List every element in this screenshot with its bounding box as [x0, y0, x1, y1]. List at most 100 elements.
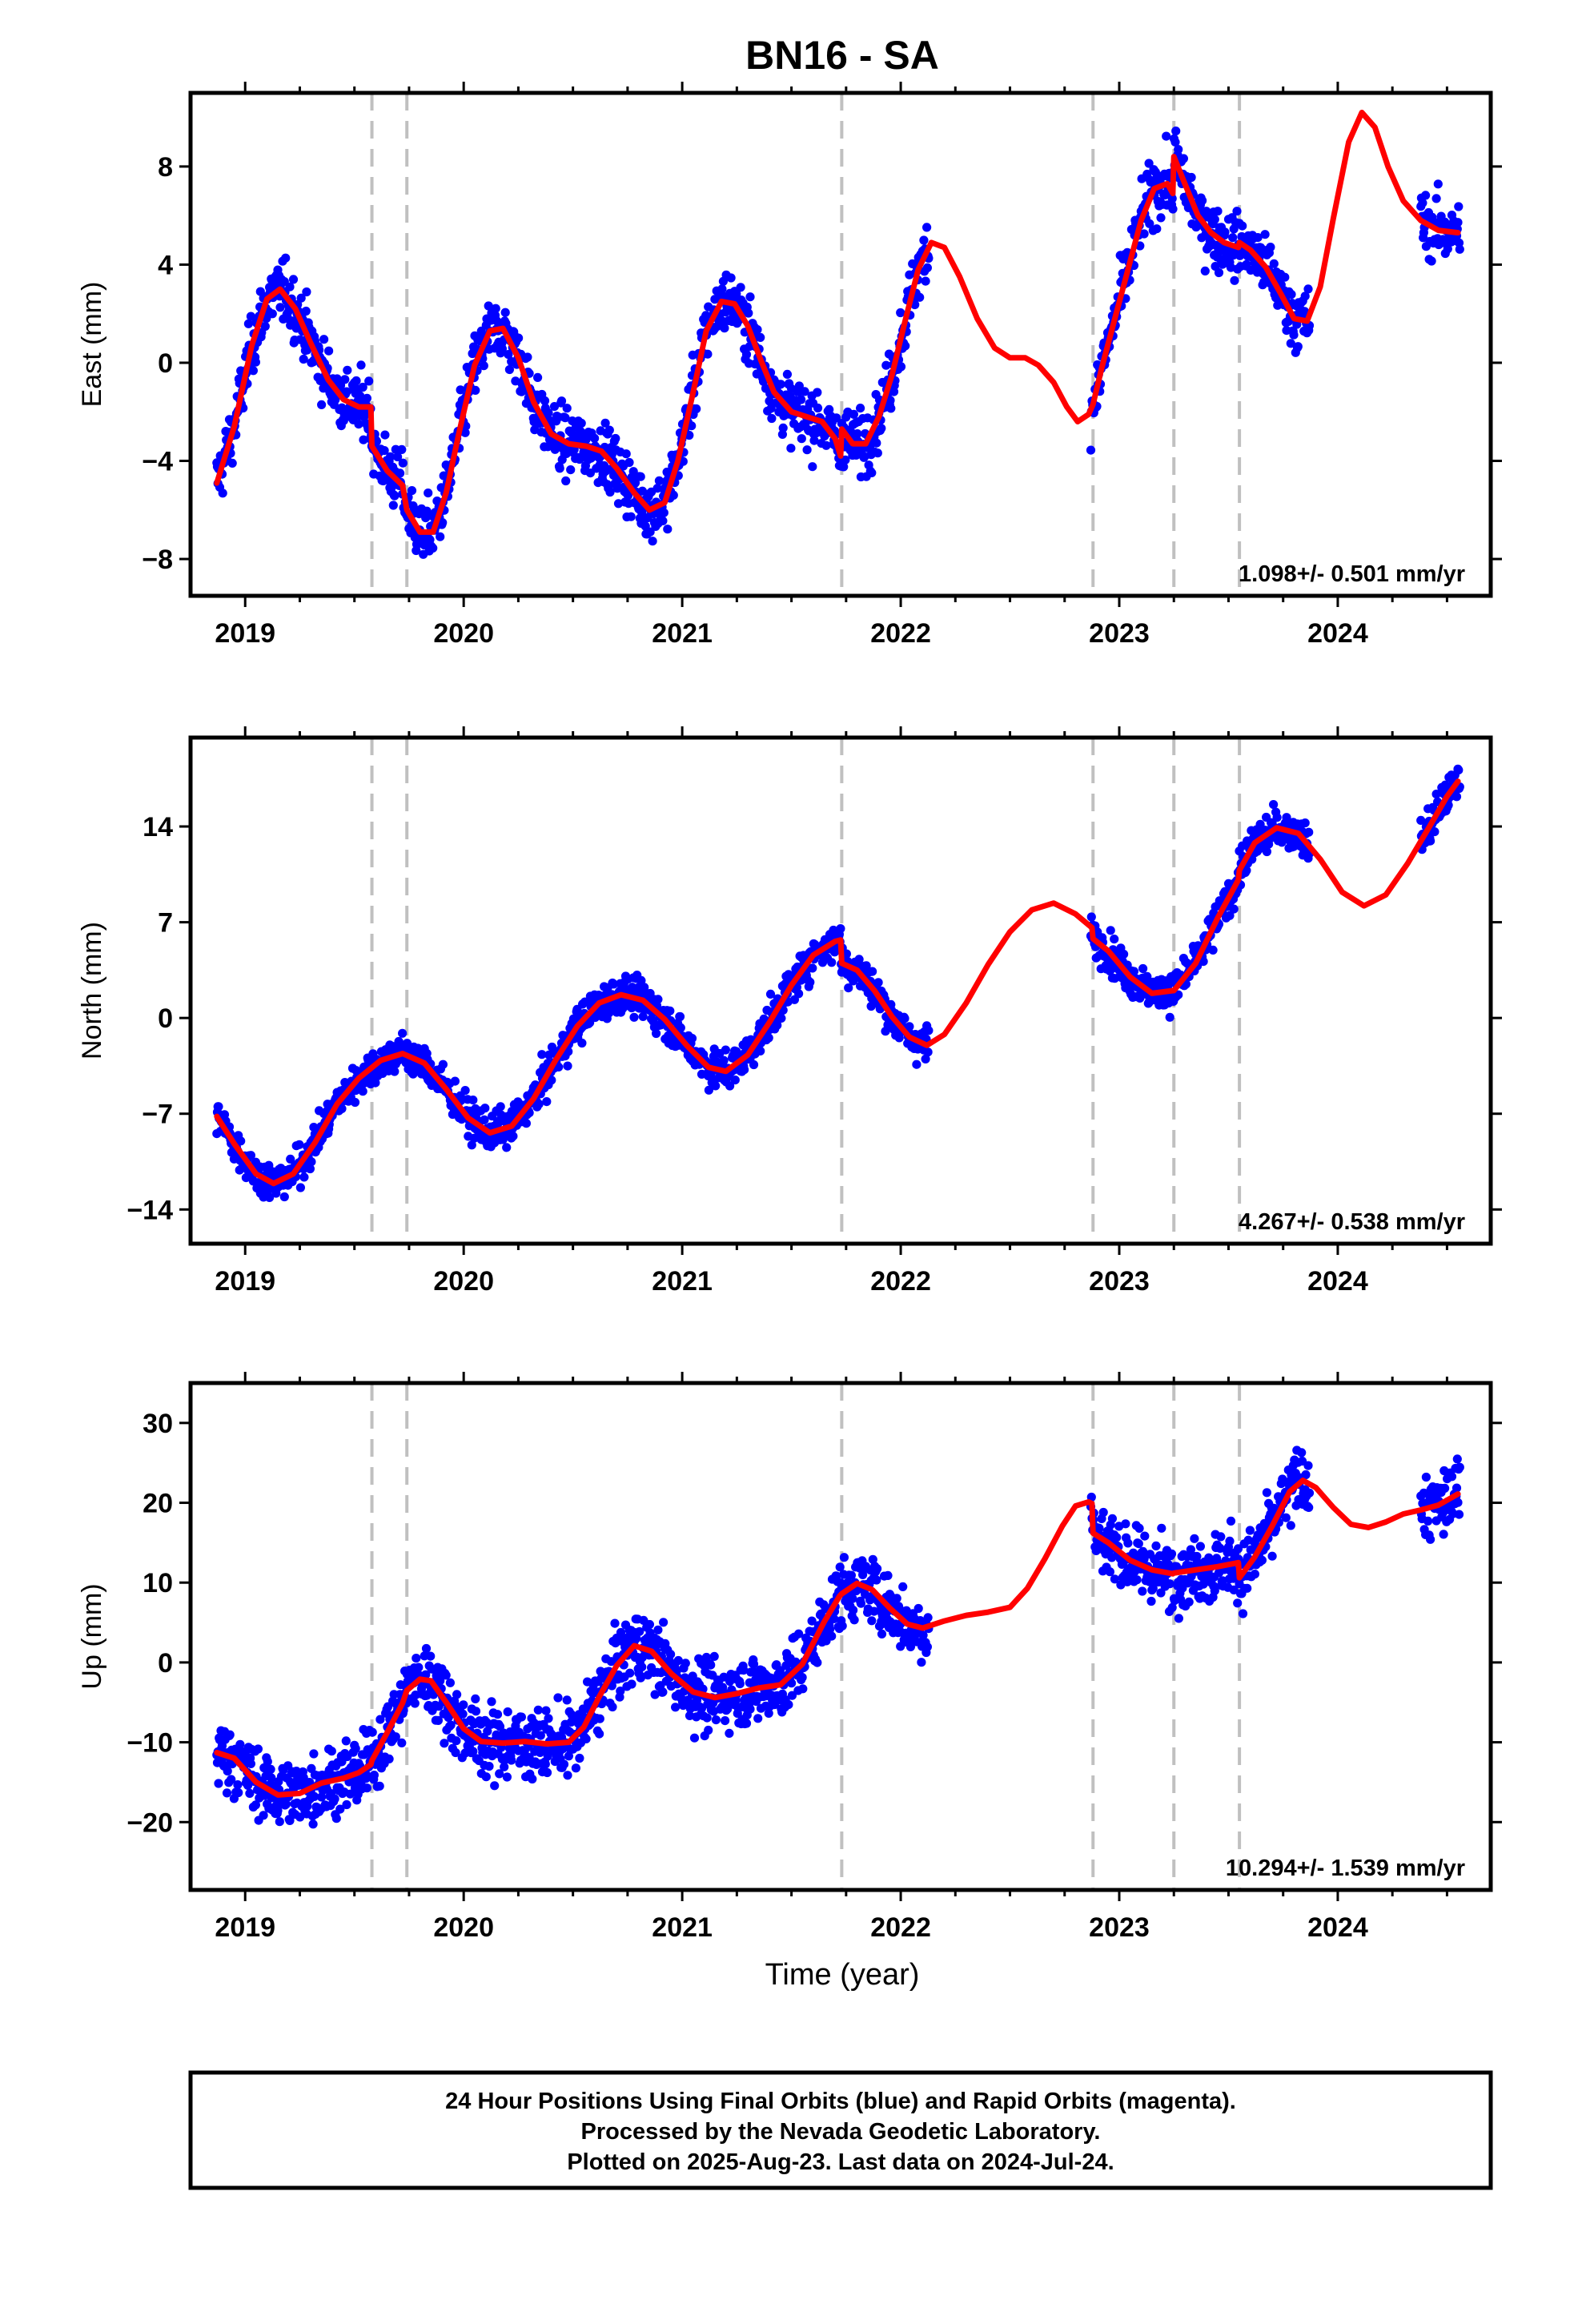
east-data-point	[491, 304, 500, 313]
up-data-point	[243, 1780, 253, 1790]
east-data-point	[659, 508, 669, 517]
up-data-point	[563, 1771, 572, 1780]
north-data-point	[873, 978, 883, 987]
north-x-tick-label: 2021	[652, 1266, 713, 1297]
east-data-point	[800, 387, 809, 396]
up-data-point	[1121, 1519, 1130, 1529]
east-data-point	[500, 308, 510, 317]
up-data-point	[637, 1663, 647, 1672]
east-data-point	[732, 289, 741, 299]
east-data-point	[636, 472, 645, 481]
east-data-point	[756, 332, 765, 342]
up-data-point	[335, 1804, 345, 1814]
east-data-point	[808, 462, 817, 472]
east-data-point	[825, 404, 834, 414]
north-data-point	[1452, 792, 1462, 802]
east-data-point	[624, 457, 634, 468]
up-data-point	[267, 1773, 276, 1783]
up-data-point	[1257, 1555, 1267, 1565]
north-y-tick-label: −7	[142, 1100, 173, 1130]
north-data-point	[721, 1045, 731, 1055]
up-data-point	[837, 1621, 847, 1630]
up-data-point	[1281, 1513, 1291, 1522]
up-data-point	[571, 1763, 581, 1773]
up-data-point	[666, 1650, 676, 1659]
east-data-point	[1086, 445, 1096, 455]
east-data-point	[658, 516, 668, 526]
east-data-point	[628, 467, 638, 476]
up-data-point	[784, 1700, 793, 1710]
east-data-point	[1170, 137, 1180, 147]
north-y-axis-label: North (mm)	[77, 922, 107, 1059]
north-data-point	[676, 1023, 685, 1032]
up-data-point	[1304, 1488, 1315, 1498]
east-data-point	[919, 235, 929, 245]
east-data-point	[1171, 127, 1181, 136]
up-data-point	[516, 1712, 527, 1722]
up-data-point	[1174, 1614, 1183, 1623]
east-data-point	[726, 273, 736, 283]
east-data-point	[544, 408, 553, 418]
chart-title: BN16 - SA	[745, 33, 939, 78]
east-data-point	[813, 388, 822, 397]
up-data-point	[1286, 1521, 1295, 1530]
north-data-point	[868, 967, 877, 976]
north-data-point	[861, 961, 871, 971]
north-data-point	[279, 1192, 289, 1202]
up-data-point	[650, 1690, 660, 1699]
up-data-point	[1132, 1575, 1142, 1585]
east-data-point	[407, 486, 417, 496]
up-data-point	[503, 1707, 512, 1717]
up-data-point	[913, 1603, 923, 1614]
north-data-point	[480, 1115, 489, 1124]
east-data-point	[1145, 219, 1154, 228]
north-frame	[188, 735, 1493, 1246]
east-data-point	[853, 429, 862, 439]
up-data-point	[528, 1774, 537, 1784]
east-data-point	[354, 420, 363, 429]
north-data-point	[1242, 866, 1251, 875]
north-data-point	[236, 1136, 246, 1146]
east-data-point	[669, 490, 678, 501]
east-data-point	[301, 306, 311, 316]
up-data-point	[1238, 1609, 1248, 1618]
east-data-point	[1427, 256, 1436, 266]
north-data-point	[794, 989, 804, 999]
up-data-point	[492, 1710, 503, 1719]
up-data-point	[1303, 1461, 1313, 1470]
east-data-point	[821, 440, 831, 450]
east-data-point	[745, 292, 755, 302]
east-data-point	[1287, 290, 1296, 300]
east-data-point	[1300, 292, 1310, 301]
up-data-point	[458, 1709, 468, 1719]
east-data-point	[436, 532, 445, 541]
north-data-point	[912, 1059, 921, 1069]
east-data-point	[479, 361, 488, 371]
east-data-point	[623, 491, 633, 501]
up-data-point	[825, 1625, 835, 1634]
east-data-point	[692, 404, 701, 414]
north-data-point	[398, 1028, 408, 1038]
east-data-point	[901, 341, 910, 351]
up-data-point	[711, 1715, 721, 1725]
up-data-point	[1245, 1526, 1255, 1535]
east-data-point	[873, 448, 882, 458]
up-data-point	[441, 1671, 451, 1680]
up-data-point	[635, 1626, 644, 1636]
east-data-point	[549, 402, 560, 412]
up-data-point	[222, 1788, 232, 1798]
up-data-point	[500, 1762, 509, 1771]
up-panel: 2019 2020 2021 2022 2023 20243020100−10−20Up …	[77, 1372, 1502, 1943]
up-data-point	[452, 1736, 461, 1746]
east-data-point	[802, 445, 812, 455]
up-data-point	[846, 1570, 856, 1580]
east-data-point	[849, 409, 858, 419]
east-data-point	[797, 434, 806, 444]
east-data-point	[1167, 194, 1177, 203]
north-data-point	[1431, 790, 1441, 799]
east-data-point	[611, 433, 620, 444]
east-data-point	[460, 428, 470, 437]
north-data-point	[1129, 967, 1138, 976]
east-data-point	[267, 309, 277, 319]
east-data-point	[390, 491, 400, 501]
